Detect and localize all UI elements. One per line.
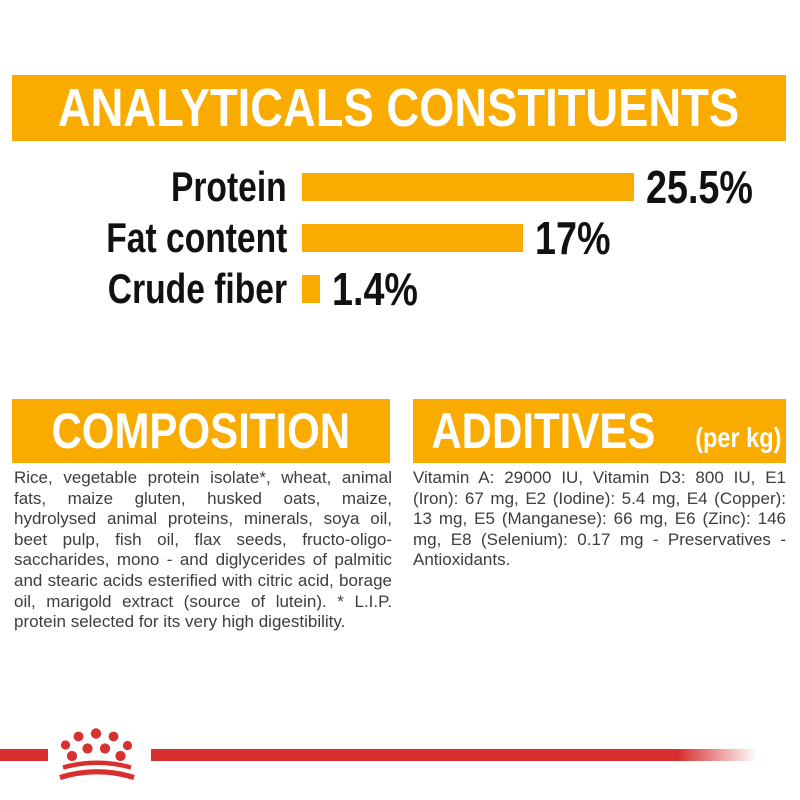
analyticals-constituents-title: ANALYTICALS CONSTITUENTS: [58, 78, 740, 138]
bar: [302, 223, 523, 252]
brand-rule-left: [0, 749, 48, 761]
brand-rule-right: [151, 749, 757, 761]
additives-body-text: Vitamin A: 29000 IU, Vitamin D3: 800 IU,…: [413, 468, 786, 570]
chart-row: Protein 25.5%: [0, 161, 800, 212]
bar-category-label: Crude fiber: [107, 264, 287, 312]
chart-row: Fat content 17%: [0, 212, 800, 263]
additives-unit-label: (per kg): [694, 422, 781, 453]
bar-value-label: 1.4%: [332, 262, 419, 315]
analytical-constituents-chart: Protein 25.5% Fat content 17% Crude fiber 1.4…: [0, 161, 800, 314]
bar: [302, 172, 634, 201]
bar: [302, 274, 321, 303]
bar-value-label: 17%: [535, 211, 611, 264]
chart-row: Crude fiber 1.4%: [0, 263, 800, 314]
royal-canin-crown-icon: [59, 728, 135, 780]
composition-title: COMPOSITION: [51, 403, 351, 459]
bar-category-label: Protein: [171, 162, 287, 210]
bar-value-label: 25.5%: [645, 160, 753, 213]
bar-category-label: Fat content: [105, 213, 287, 261]
additives-banner: ADDITIVES (per kg): [413, 399, 786, 463]
analyticals-constituents-banner: ANALYTICALS CONSTITUENTS: [12, 75, 786, 141]
additives-title: ADDITIVES: [431, 403, 656, 459]
composition-banner: COMPOSITION: [12, 399, 390, 463]
composition-body-text: Rice, vegetable protein isolate*, wheat,…: [14, 468, 392, 632]
